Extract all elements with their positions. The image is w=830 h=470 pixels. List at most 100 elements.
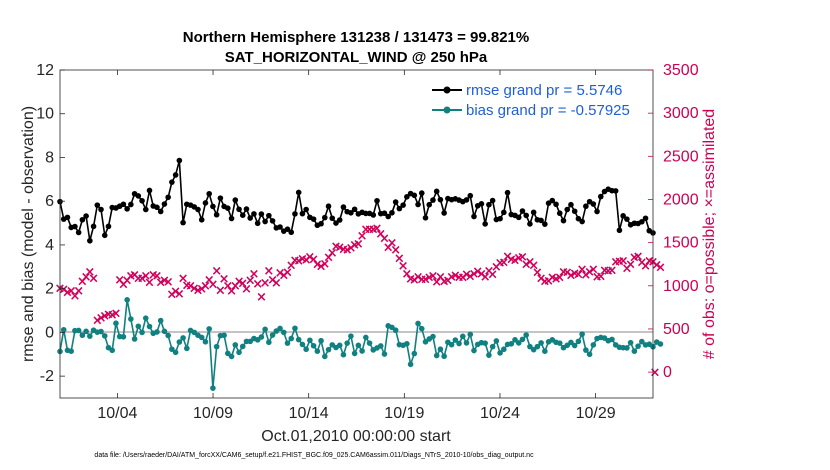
assimilated-obs-marker: × (580, 268, 591, 283)
assimilated-obs-marker: × (73, 284, 84, 299)
bias-point (157, 317, 164, 324)
bias-point (292, 325, 298, 332)
rmse-point (392, 199, 399, 205)
bias-point (348, 333, 354, 339)
rmse-point (400, 202, 406, 208)
assimilated-obs-marker: × (133, 271, 144, 286)
bias-point (635, 343, 641, 349)
assimilated-obs-marker: × (185, 279, 196, 294)
rmse-point (299, 210, 306, 217)
bias-point (624, 345, 630, 351)
bias-point (266, 339, 272, 346)
assimilated-obs-marker: × (640, 259, 651, 274)
bias-point (377, 343, 384, 349)
assimilated-obs-marker: × (420, 272, 431, 287)
assimilated-obs-marker: × (166, 288, 177, 303)
bias-point (657, 341, 664, 347)
bias-point (489, 343, 496, 350)
bias-point (456, 340, 462, 347)
assimilated-obs-marker: × (148, 268, 159, 283)
bias-point (321, 353, 328, 360)
legend-box (426, 78, 648, 120)
rmse-point (556, 210, 563, 217)
rmse-point (523, 212, 529, 219)
bias-point (98, 328, 104, 335)
assimilated-obs-marker: × (271, 276, 282, 291)
rmse-point (594, 208, 600, 215)
assimilated-obs-marker: × (446, 270, 457, 285)
left-tick-label: 4 (45, 237, 54, 254)
rmse-point (471, 213, 477, 220)
rmse-point (583, 203, 589, 210)
bias-point (154, 329, 160, 335)
bias-point (169, 346, 175, 353)
rmse-point (478, 201, 485, 207)
right-axis-ticks: 0 500 1000 1500 2000 2500 3000 3500 (648, 62, 699, 381)
rmse-point (124, 206, 130, 212)
assimilated-obs-marker: × (155, 275, 166, 290)
bias-point (206, 326, 212, 332)
assimilated-obs-marker: × (349, 238, 360, 253)
rmse-point (527, 221, 533, 227)
assimilated-obs-marker: × (655, 261, 666, 276)
rmse-point (426, 201, 433, 208)
rmse-point (247, 215, 254, 221)
rmse-point (333, 220, 339, 226)
assimilated-obs-marker: × (122, 274, 133, 289)
bias-point (437, 346, 444, 353)
assimilated-obs-marker: × (81, 270, 92, 285)
assimilated-obs-marker: × (118, 277, 129, 292)
assimilated-obs-marker: × (308, 253, 319, 268)
rmse-point (568, 201, 574, 208)
assimilated-obs-marker: × (521, 257, 532, 272)
bias-point (579, 331, 585, 337)
bias-point (512, 337, 518, 343)
assimilated-obs-marker: × (278, 269, 289, 284)
assimilated-obs-marker: × (558, 265, 569, 280)
assimilated-obs-marker: × (592, 270, 603, 285)
rmse-point (105, 223, 112, 230)
bias-point (609, 336, 615, 343)
bias-point (482, 340, 488, 346)
bias-point (404, 340, 410, 347)
rmse-point (642, 215, 649, 222)
assimilated-obs-marker: × (241, 282, 252, 297)
bias-point (165, 332, 171, 339)
rmse-point (590, 201, 597, 207)
bias-point (128, 316, 134, 322)
rmse-point (404, 194, 410, 200)
assimilated-obs-marker: × (428, 269, 439, 284)
assimilated-obs-marker: × (603, 264, 614, 279)
assimilated-obs-marker: × (234, 274, 245, 289)
rmse-point (94, 202, 101, 208)
assimilated-obs-marker: × (290, 254, 301, 269)
rmse-point (210, 203, 216, 210)
bias-point (139, 329, 145, 336)
bias-point (411, 350, 418, 357)
assimilated-obs-marker: × (573, 267, 584, 282)
bias-point (228, 353, 235, 360)
assimilated-obs-marker: × (386, 236, 397, 251)
bias-point (392, 327, 399, 334)
assimilated-obs-marker: × (178, 271, 189, 286)
assimilated-obs-marker: × (528, 259, 539, 274)
bias-point (515, 340, 522, 346)
x-tick-label: 10/09 (193, 405, 233, 422)
assimilated-obs-marker: × (539, 275, 550, 290)
assimilated-obs-marker: × (245, 274, 256, 289)
assimilated-obs-marker: × (297, 252, 308, 267)
assimilated-obs-marker: × (360, 223, 371, 238)
assimilated-obs-marker: × (401, 267, 412, 282)
assimilated-obs-marker: × (644, 254, 655, 269)
rmse-point (251, 211, 257, 217)
assimilated-obs-marker: × (275, 266, 286, 281)
rmse-point (169, 179, 175, 185)
bias-point (284, 340, 291, 346)
bias-point (75, 327, 82, 334)
assimilated-obs-marker: × (390, 243, 401, 258)
right-tick-label: 1000 (663, 278, 699, 295)
rmse-point (180, 219, 186, 226)
assimilated-obs-marker: × (431, 275, 442, 290)
x-tick-label: 10/19 (384, 405, 424, 422)
